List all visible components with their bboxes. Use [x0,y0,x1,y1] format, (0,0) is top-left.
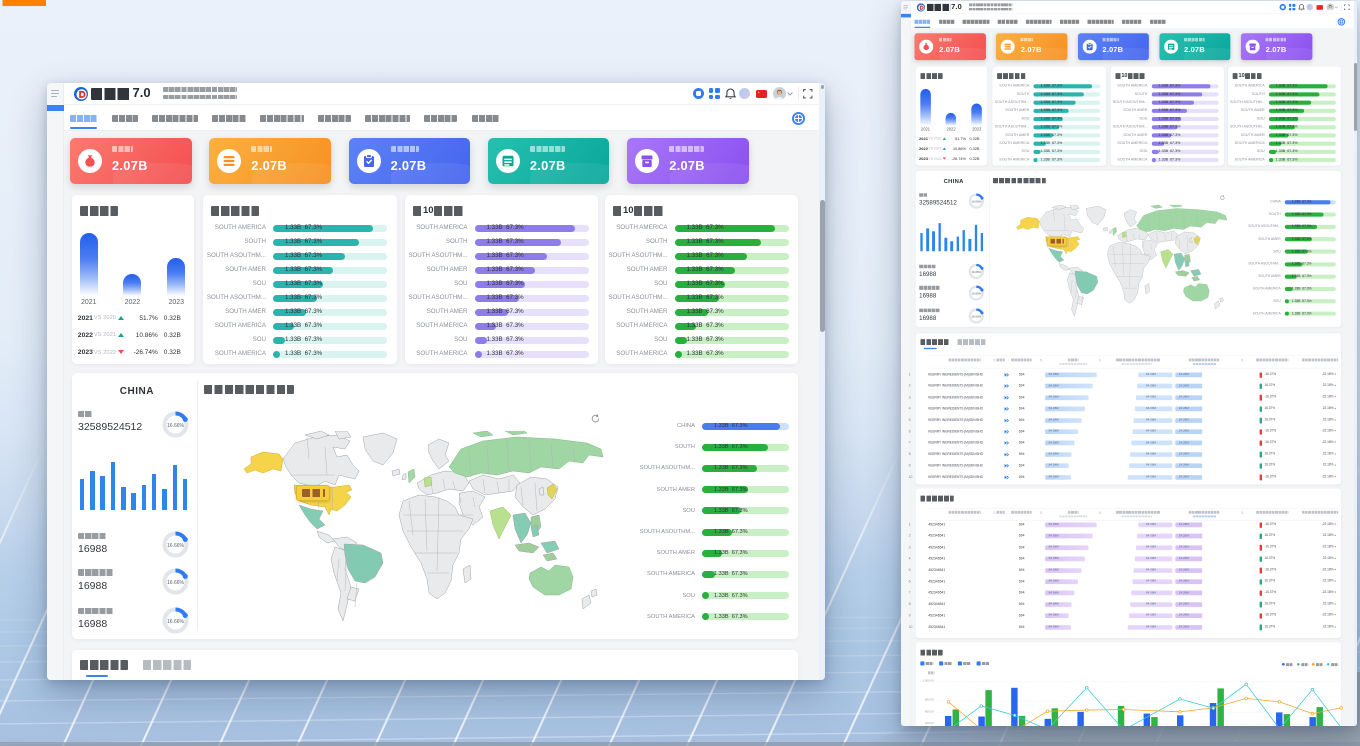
svg-text:16.66%: 16.66% [167,618,185,624]
svg-text:16.66%: 16.66% [167,423,185,429]
svg-text:16.66%: 16.66% [972,291,982,295]
svg-text:16.66%: 16.66% [972,199,982,203]
svg-text:16.66%: 16.66% [167,579,185,585]
svg-text:16.66%: 16.66% [167,542,185,548]
svg-text:16.66%: 16.66% [972,314,982,318]
svg-text:16.66%: 16.66% [972,269,982,273]
